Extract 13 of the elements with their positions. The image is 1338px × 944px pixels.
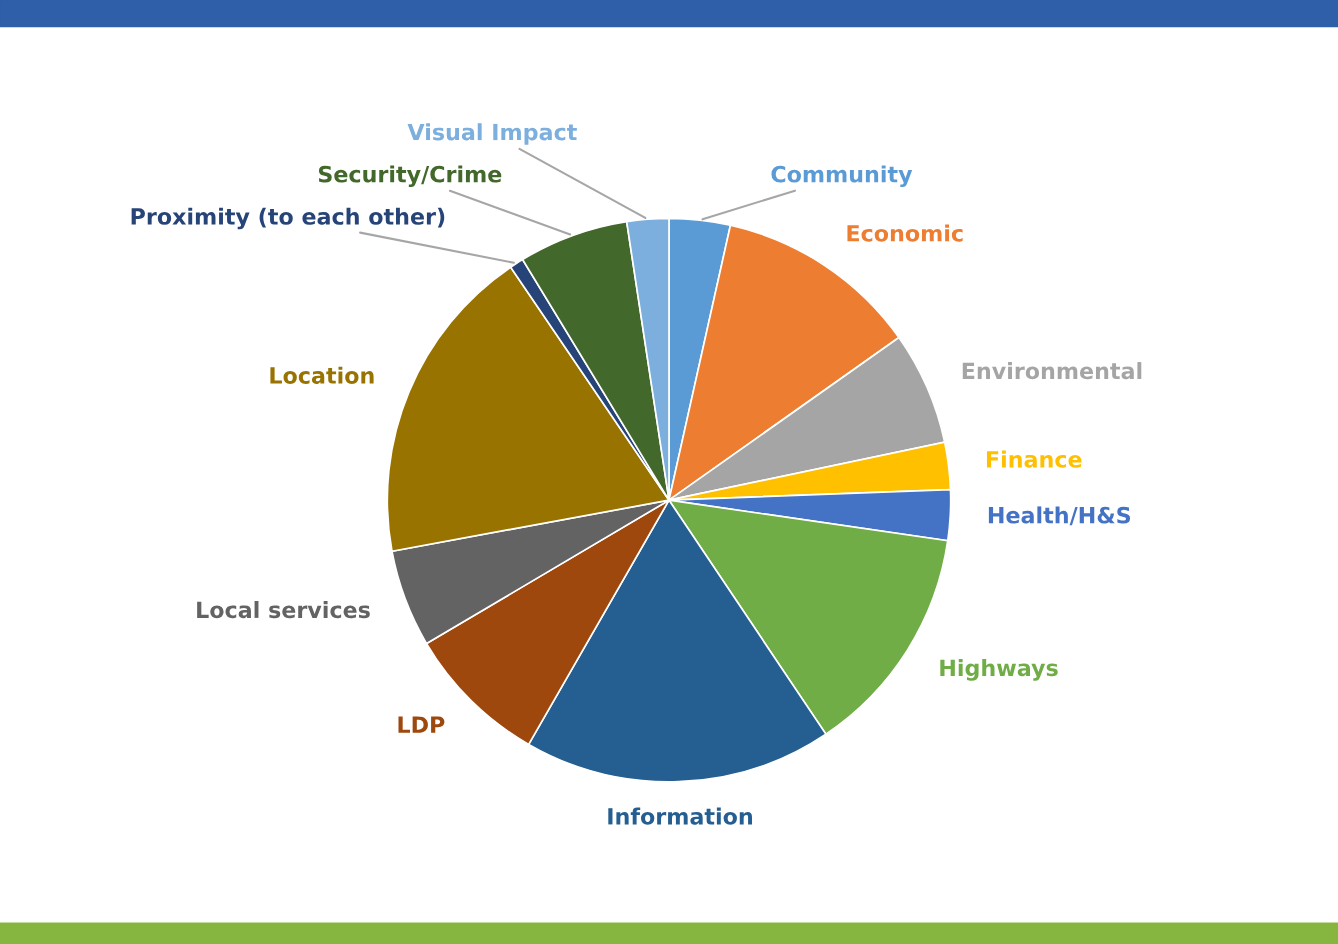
slice-label: Proximity (to each other) [131,207,445,230]
slice-label: Location [270,366,374,384]
slice-label: Economic [847,224,963,242]
slice-label: Information [608,807,752,825]
slice-label: Local services [197,600,370,619]
slice-label: Finance [986,450,1082,468]
slice-label: LDP [398,716,445,733]
slice-label: Security/Crime [318,165,502,188]
slice-label: Community [771,165,913,188]
slice-label: Environmental [962,362,1142,380]
slice-label: Visual Impact [407,123,577,145]
slice-label: Highways [940,659,1058,681]
slice-label: Health/H&S [988,506,1131,526]
